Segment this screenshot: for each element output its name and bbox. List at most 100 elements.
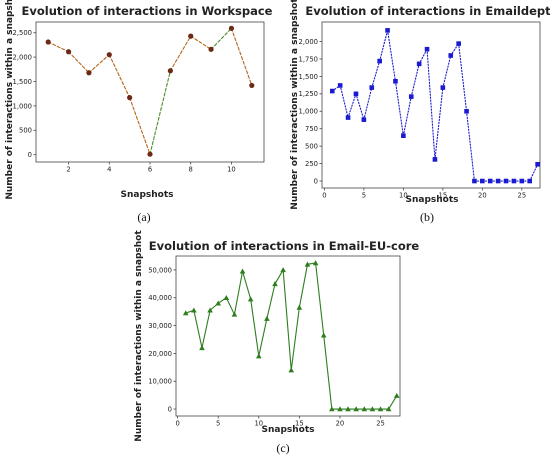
data-point-c (345, 406, 351, 412)
x-tick-label-c: 25 (376, 420, 385, 428)
data-point-c (361, 406, 368, 412)
series-line-segment-a (68, 51, 90, 74)
data-point-b (424, 46, 430, 52)
series-line-segment-c (315, 262, 325, 336)
data-point-b (329, 88, 335, 94)
series-line-segment-c (258, 318, 268, 357)
series-line-segment-c (282, 269, 292, 371)
plot-frame-a (35, 21, 265, 163)
y-tick-label-b: 0 (314, 177, 318, 185)
series-line-segment-c (225, 297, 235, 315)
data-point-a (167, 68, 173, 74)
data-point-c (337, 406, 343, 412)
series-line-segment-c (233, 270, 244, 315)
data-point-b (495, 178, 501, 184)
x-tick-label-b: 0 (322, 192, 326, 200)
y-axis-label-a: Number of interactions within a snapshot (5, 0, 15, 200)
data-point-b (511, 178, 517, 184)
chart-a: Evolution of interactions in Workspace 0 5… (5, 0, 273, 224)
y-tick-label-c: 40,000 (148, 294, 172, 302)
series-line-segment-b (402, 96, 412, 137)
data-point-b (408, 94, 414, 99)
series-line-segment-b (410, 63, 420, 98)
y-tick-label-b: 500 (305, 143, 318, 151)
subfigure-caption-b: (b) (420, 210, 434, 224)
y-tick-label-a: 0 (28, 151, 32, 159)
x-tick-label-c: 0 (175, 420, 179, 428)
y-axis-label-b: Number of interactions within a snapshot (290, 0, 300, 210)
chart-title-a: Evolution of interactions in Workspace (22, 4, 273, 18)
x-axis-label-b: Snapshots (405, 195, 458, 205)
data-point-c (329, 406, 335, 412)
x-tick-label-a: 2 (66, 166, 70, 174)
data-point-a (86, 70, 92, 76)
data-point-b (519, 178, 525, 184)
series-line-segment-a (169, 35, 192, 72)
x-tick-label-c: 5 (216, 420, 220, 428)
data-point-b (393, 78, 398, 84)
series-line-segment-a (190, 35, 212, 50)
series-line-segment-b (442, 54, 452, 89)
series-line-segment-c (242, 270, 252, 300)
series-line-segment-a (47, 41, 70, 53)
subfigure-caption-c: (c) (276, 441, 289, 455)
data-point-c (239, 268, 246, 274)
data-point-c (393, 392, 400, 398)
plot-frame-b (321, 21, 541, 189)
series-line-segment-b (347, 93, 357, 119)
data-point-b (456, 41, 461, 46)
x-tick-label-c: 15 (295, 420, 304, 428)
data-point-c (353, 406, 359, 412)
y-axis-label-c: Number of interactions within a snapshot (134, 230, 144, 442)
chart-title-c: Evolution of interactions in Email-EU-co… (149, 239, 420, 253)
y-tick-label-b: 1,000 (299, 108, 318, 116)
x-axis-label-a: Snapshots (120, 190, 173, 200)
data-point-a (65, 49, 72, 55)
x-tick-label-b: 15 (439, 192, 448, 200)
series-line-segment-c (250, 298, 260, 357)
data-point-c (223, 294, 230, 300)
series-line-segment-b (379, 29, 389, 62)
y-tick-label-a: 1,500 (13, 78, 32, 86)
data-point-b (448, 53, 454, 58)
data-point-b (377, 58, 382, 64)
data-point-a (147, 151, 153, 157)
data-point-a (106, 52, 112, 58)
data-point-c (191, 307, 197, 313)
data-point-a (188, 33, 194, 39)
x-tick-label-a: 4 (107, 166, 111, 174)
data-point-b (440, 85, 446, 90)
data-point-c (312, 260, 319, 266)
x-tick-label-a: 6 (148, 166, 152, 174)
series-line-segment-b (363, 87, 373, 121)
x-tick-label-a: 10 (227, 166, 236, 174)
data-point-b (487, 178, 493, 184)
x-tick-label-b: 25 (518, 192, 527, 200)
series-line-segment-c (201, 309, 211, 349)
data-point-a (127, 95, 133, 101)
data-point-b (361, 117, 367, 122)
data-point-b (337, 83, 343, 88)
data-point-a (228, 25, 235, 31)
x-tick-label-c: 10 (254, 420, 263, 428)
x-tick-label-b: 5 (362, 192, 366, 200)
series-line-segment-b (387, 29, 397, 82)
data-point-a (45, 39, 51, 45)
y-tick-label-c: 30,000 (148, 322, 172, 330)
series-line-segment-a (149, 70, 171, 155)
series-line-segment-b (458, 43, 468, 112)
y-tick-label-a: 1,000 (13, 102, 32, 110)
y-tick-label-b: 250 (305, 160, 318, 168)
subfigure-caption-a: (a) (137, 210, 150, 224)
series-line-segment-a (129, 97, 151, 155)
plot-frame-c (175, 255, 401, 417)
x-axis-label-c: Snapshots (261, 425, 314, 435)
data-point-c (231, 311, 238, 317)
series-line-segment-b (426, 48, 436, 160)
data-point-b (527, 178, 533, 184)
data-point-a (208, 46, 214, 52)
y-tick-label-a: 2,000 (13, 54, 32, 62)
series-line-segment-c (266, 283, 276, 320)
y-tick-label-b: 750 (305, 125, 318, 133)
series-line-segment-c (290, 306, 300, 371)
